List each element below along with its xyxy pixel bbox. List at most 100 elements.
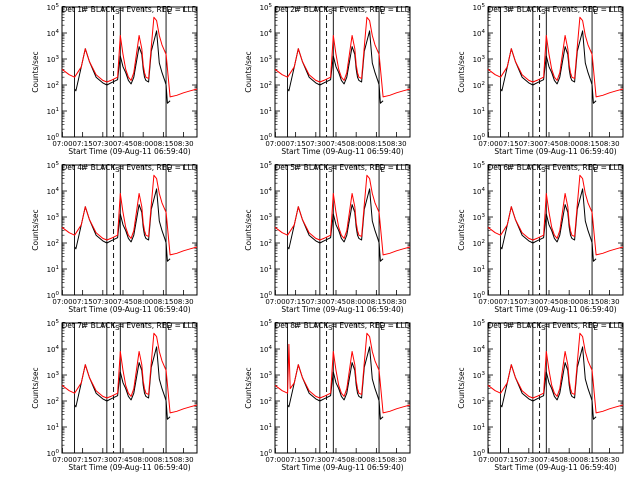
events-series-line <box>500 30 597 104</box>
y-tick-label: 105 <box>473 319 486 328</box>
x-tick-label: 08:00 <box>133 140 153 148</box>
y-tick-label: 102 <box>47 397 59 406</box>
x-tick-label: 08:15 <box>153 298 173 306</box>
y-tick-label: 104 <box>473 187 486 196</box>
y-axis-label: Counts/sec <box>457 367 466 408</box>
y-tick-label: 104 <box>260 187 273 196</box>
y-tick-label: 101 <box>473 423 485 432</box>
x-tick-label: 07:00 <box>265 298 285 306</box>
chart-title: Det 3# BLACK = Events, RED = LLD <box>488 5 624 14</box>
event-marker-label: S <box>541 324 546 332</box>
y-tick-label: 103 <box>47 213 60 222</box>
event-marker-label: E <box>168 324 172 332</box>
x-tick-label: 08:15 <box>579 298 599 306</box>
y-tick-label: 101 <box>473 265 485 274</box>
lld-series-line <box>274 174 411 256</box>
x-tick-label: 08:30 <box>173 456 193 464</box>
x-tick-label: 07:15 <box>73 298 93 306</box>
x-axis-label: Start Time (09-Aug-11 06:59:40) <box>281 305 403 314</box>
x-tick-label: 08:30 <box>386 298 406 306</box>
y-axis-label: Counts/sec <box>31 51 40 92</box>
x-tick-label: 08:00 <box>346 456 366 464</box>
y-tick-label: 103 <box>47 371 60 380</box>
y-tick-label: 101 <box>260 265 272 274</box>
lld-series-line <box>487 16 624 98</box>
x-axis-label: Start Time (09-Aug-11 06:59:40) <box>281 463 403 472</box>
x-tick-label: 07:00 <box>478 298 498 306</box>
y-tick-label: 105 <box>260 3 273 12</box>
x-tick-label: 08:00 <box>346 140 366 148</box>
event-marker-label: S <box>115 8 120 16</box>
x-tick-label: 08:30 <box>173 298 193 306</box>
x-axis-label: Start Time (09-Aug-11 06:59:40) <box>494 305 616 314</box>
y-tick-label: 105 <box>47 3 60 12</box>
plot-frame <box>487 164 624 296</box>
plot-frame <box>61 6 198 138</box>
y-tick-label: 105 <box>473 161 486 170</box>
x-axis-label: Start Time (09-Aug-11 06:59:40) <box>494 147 616 156</box>
x-tick-label: 07:45 <box>113 140 133 148</box>
y-tick-label: 100 <box>473 291 486 300</box>
events-series-line <box>500 188 597 262</box>
y-tick-label: 100 <box>260 449 273 458</box>
y-tick-label: 101 <box>47 265 59 274</box>
x-tick-label: 07:30 <box>306 456 326 464</box>
y-tick-label: 105 <box>260 161 273 170</box>
y-tick-label: 101 <box>260 423 272 432</box>
x-tick-label: 07:30 <box>93 456 113 464</box>
x-axis-label: Start Time (09-Aug-11 06:59:40) <box>281 147 403 156</box>
plot-frame <box>61 322 198 454</box>
y-tick-label: 102 <box>260 81 272 90</box>
x-axis-label: Start Time (09-Aug-11 06:59:40) <box>494 463 616 472</box>
y-tick-label: 100 <box>260 133 273 142</box>
chart-title: Det 4# BLACK = Events, RED = LLD <box>62 163 198 172</box>
x-tick-label: 08:00 <box>559 456 579 464</box>
x-tick-label: 08:30 <box>386 456 406 464</box>
y-tick-label: 104 <box>260 345 273 354</box>
x-tick-label: 08:15 <box>366 140 386 148</box>
x-tick-label: 07:45 <box>113 456 133 464</box>
chart-title: Det 5# BLACK = Events, RED = LLD <box>275 163 411 172</box>
y-tick-label: 105 <box>47 319 60 328</box>
event-marker-label: E <box>594 166 598 174</box>
chart-title: Det 1# BLACK = Events, RED = LLD <box>62 5 198 14</box>
x-tick-label: 07:30 <box>93 298 113 306</box>
events-series-line <box>287 346 384 420</box>
x-tick-label: 07:15 <box>73 456 93 464</box>
x-tick-label: 07:15 <box>286 140 306 148</box>
y-axis-label: Counts/sec <box>244 209 253 250</box>
x-axis-label: Start Time (09-Aug-11 06:59:40) <box>68 463 190 472</box>
y-tick-label: 102 <box>47 81 59 90</box>
events-series-line <box>287 30 384 104</box>
event-marker-label: S <box>115 166 120 174</box>
y-axis-label: Counts/sec <box>31 209 40 250</box>
x-tick-label: 07:00 <box>478 456 498 464</box>
event-marker-label: S <box>328 166 333 174</box>
x-tick-label: 08:00 <box>133 456 153 464</box>
y-tick-label: 104 <box>47 29 60 38</box>
lld-series-line <box>61 16 198 98</box>
x-tick-label: 08:15 <box>579 456 599 464</box>
y-tick-label: 103 <box>473 55 486 64</box>
x-tick-label: 07:15 <box>499 140 519 148</box>
y-tick-label: 102 <box>473 81 485 90</box>
x-tick-label: 07:30 <box>306 140 326 148</box>
x-tick-label: 08:30 <box>599 140 619 148</box>
chart-title: Det 8# BLACK = Events, RED = LLD <box>275 321 411 330</box>
x-tick-label: 07:30 <box>519 140 539 148</box>
y-tick-label: 102 <box>473 239 485 248</box>
plot-frame <box>487 322 624 454</box>
y-tick-label: 105 <box>47 161 60 170</box>
event-marker-label: E <box>168 166 172 174</box>
x-tick-label: 07:45 <box>113 298 133 306</box>
y-axis-label: Counts/sec <box>244 367 253 408</box>
y-tick-label: 102 <box>473 397 485 406</box>
chart-title: Det 7# BLACK = Events, RED = LLD <box>62 321 198 330</box>
x-tick-label: 07:00 <box>265 456 285 464</box>
y-tick-label: 101 <box>473 107 485 116</box>
events-series-line <box>74 346 171 420</box>
